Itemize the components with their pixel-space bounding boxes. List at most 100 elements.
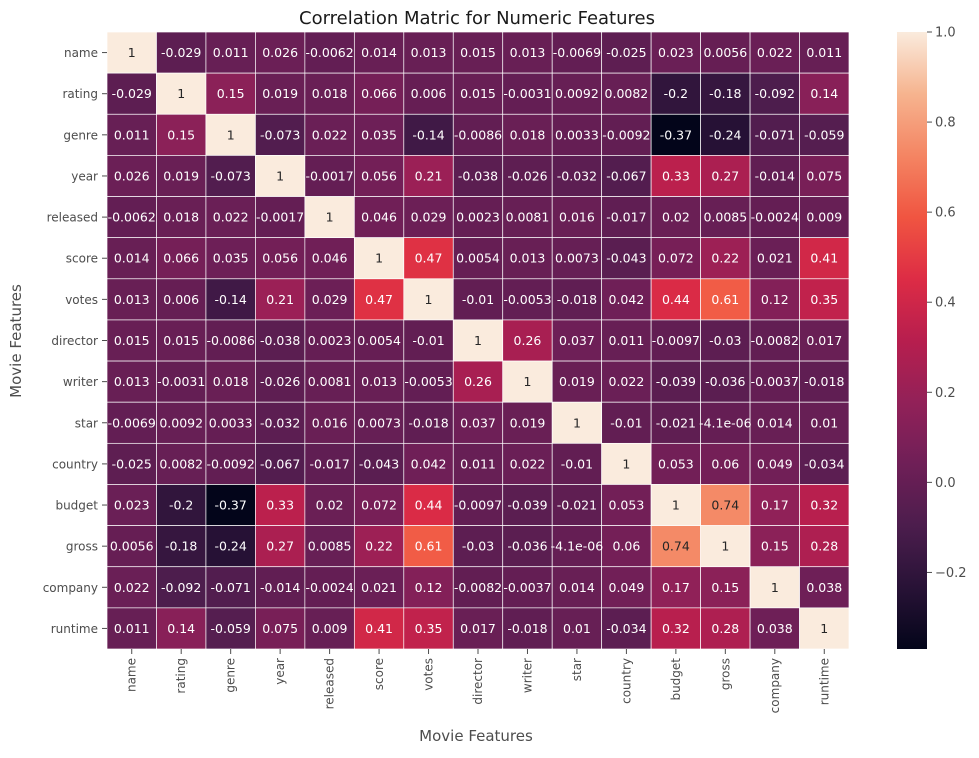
cell-value-released-country: -0.017: [606, 210, 646, 225]
cell-value-score-released: 0.046: [312, 251, 348, 266]
cell-value-genre-budget: -0.37: [660, 127, 692, 142]
heatmap-cell-budget-genre: [205, 484, 256, 526]
cell-value-released-writer: 0.0081: [506, 210, 550, 225]
cell-value-star-director: 0.037: [460, 415, 496, 430]
y-tick-label-votes: votes: [65, 293, 98, 307]
heatmap-cell-company-votes: [403, 566, 454, 609]
y-tick-label-country: country: [52, 457, 98, 471]
heatmap-cell-genre-runtime: [799, 113, 850, 156]
heatmap-cell-star-gross: [700, 401, 751, 444]
cell-value-writer-votes: -0.0053: [404, 374, 452, 389]
cell-value-gross-score: 0.22: [365, 539, 393, 554]
heatmap-cell-country-star: [551, 442, 603, 485]
heatmap-cell-votes-released: [304, 278, 355, 321]
heatmap-cell-name-rating: [156, 31, 207, 74]
heatmap-cell-runtime-country: [601, 607, 652, 650]
cell-value-runtime-runtime: 1: [820, 621, 828, 636]
cell-value-runtime-gross: 0.28: [711, 621, 739, 636]
cell-value-votes-name: 0.013: [114, 292, 150, 307]
heatmap-cell-released-budget: [650, 196, 701, 239]
heatmap-cell-genre-star: [551, 113, 603, 156]
x-axis-label: Movie Features: [419, 727, 533, 745]
heatmap-cell-rating-gross: [700, 72, 751, 115]
cell-value-rating-budget: -0.2: [664, 86, 688, 101]
heatmap-cell-country-score: [353, 442, 405, 485]
cell-value-company-writer: -0.0037: [503, 580, 551, 595]
heatmap-cell-rating-votes: [403, 72, 454, 115]
cell-value-writer-rating: -0.0031: [157, 374, 205, 389]
heatmap-cell-year-director: [452, 155, 504, 197]
cell-value-director-budget: -0.0097: [652, 333, 700, 348]
heatmap-cell-company-rating: [156, 566, 207, 609]
cell-value-rating-star: 0.0092: [555, 86, 599, 101]
cell-value-name-genre: 0.011: [213, 45, 249, 60]
cell-value-score-runtime: 0.41: [810, 251, 838, 266]
cell-value-rating-year: 0.019: [262, 86, 298, 101]
heatmap-cell-country-budget: [650, 442, 701, 485]
heatmap-cell-country-year: [255, 442, 306, 485]
cell-value-company-runtime: 0.038: [806, 580, 842, 595]
cell-value-budget-year: 0.33: [266, 498, 294, 513]
heatmap-cell-star-star: [551, 401, 603, 444]
heatmap-cell-year-released: [304, 155, 355, 197]
cell-value-director-star: 0.037: [559, 333, 595, 348]
heatmap-cell-votes-gross: [700, 278, 751, 321]
cell-value-gross-writer: -0.036: [507, 539, 547, 554]
cell-value-country-star: -0.01: [561, 456, 593, 471]
cell-value-gross-rating: -0.18: [165, 539, 197, 554]
heatmap-cell-runtime-writer: [502, 607, 553, 650]
cell-value-score-writer: 0.013: [510, 251, 546, 266]
cell-value-runtime-genre: -0.059: [211, 621, 251, 636]
heatmap-cell-votes-writer: [502, 278, 553, 321]
heatmap-cell-rating-score: [353, 72, 405, 115]
cell-value-votes-budget: 0.44: [662, 292, 690, 307]
heatmap-cell-writer-writer: [502, 360, 553, 403]
cell-value-gross-name: 0.0056: [110, 539, 154, 554]
heatmap-cell-director-rating: [156, 319, 207, 362]
y-tick-label-rating: rating: [62, 87, 98, 101]
heatmap-cell-budget-budget: [650, 484, 701, 526]
heatmap-cell-runtime-rating: [156, 607, 207, 650]
heatmap-cell-star-company: [749, 401, 800, 444]
heatmap-cell-name-score: [353, 31, 405, 74]
heatmap-cell-company-country: [601, 566, 652, 609]
heatmap-cell-country-runtime: [799, 442, 850, 485]
heatmap-cell-country-votes: [403, 442, 454, 485]
heatmap-cell-votes-year: [255, 278, 306, 321]
cell-value-name-runtime: 0.011: [806, 45, 842, 60]
cell-value-votes-director: -0.01: [462, 292, 494, 307]
cell-value-released-budget: 0.02: [662, 210, 690, 225]
heatmap-cell-director-gross: [700, 319, 751, 362]
heatmap-cell-writer-year: [255, 360, 306, 403]
x-tick-label-year: year: [273, 658, 287, 685]
heatmap-cell-writer-director: [452, 360, 504, 403]
heatmap-cell-star-budget: [650, 401, 701, 444]
cell-value-year-name: 0.026: [114, 168, 150, 183]
cell-value-director-runtime: 0.017: [806, 333, 842, 348]
cell-value-country-votes: 0.042: [411, 456, 447, 471]
heatmap-cell-genre-gross: [700, 113, 751, 156]
cell-value-year-score: 0.056: [361, 168, 397, 183]
heatmap-cell-score-genre: [205, 237, 256, 280]
cell-value-runtime-year: 0.075: [262, 621, 298, 636]
cell-value-budget-rating: -0.2: [169, 498, 193, 513]
cell-value-genre-director: -0.0086: [454, 127, 502, 142]
heatmap-cell-votes-director: [452, 278, 504, 321]
cell-value-country-genre: -0.0092: [207, 456, 255, 471]
heatmap-cell-gross-company: [749, 525, 800, 568]
cell-value-gross-country: 0.06: [612, 539, 640, 554]
cell-value-country-country: 1: [622, 456, 630, 471]
colorbar-tick-label: 0.8: [935, 116, 956, 131]
cell-value-company-name: 0.022: [114, 580, 150, 595]
heatmap-cell-budget-rating: [156, 484, 207, 526]
cell-value-score-genre: 0.035: [213, 251, 249, 266]
heatmap-cell-budget-runtime: [799, 484, 850, 526]
cell-value-writer-star: 0.019: [559, 374, 595, 389]
cell-value-country-writer: 0.022: [510, 456, 546, 471]
cell-value-released-gross: 0.0085: [703, 210, 747, 225]
heatmap-cell-runtime-year: [255, 607, 306, 650]
cell-value-country-runtime: -0.034: [804, 456, 844, 471]
cell-value-released-rating: 0.018: [163, 210, 199, 225]
heatmap-cell-released-company: [749, 196, 800, 239]
heatmap-cell-writer-name: [106, 360, 157, 403]
